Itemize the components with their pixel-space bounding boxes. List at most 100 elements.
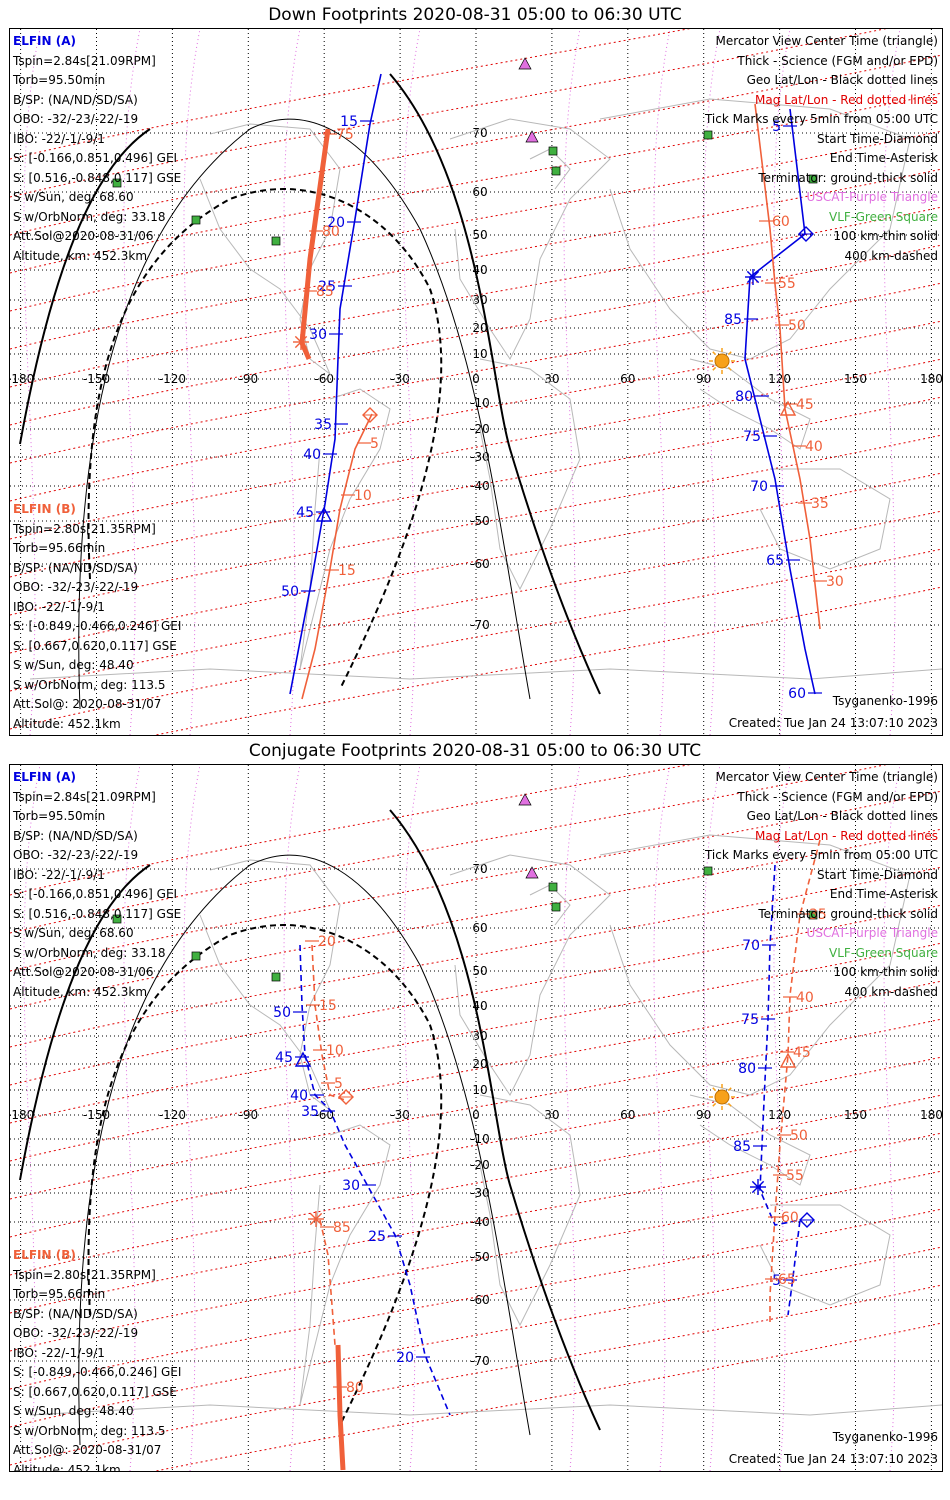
track-tick-label: 15 [319, 998, 337, 1014]
mag-meridian [653, 765, 671, 1471]
mag-parallel [10, 358, 942, 540]
legend-entry: Geo Lat/Lon - Black dotted lines [746, 809, 938, 823]
mag-meridian [283, 29, 301, 735]
legend-entry: Mercator View Center Time (triangle) [715, 34, 938, 48]
mag-meridian [563, 29, 581, 735]
info-line: IBO: -22/-1/-9/1 [13, 1345, 105, 1360]
vlf-square [271, 236, 281, 246]
track-tick-label: 5 [370, 436, 379, 452]
footprint-map: -180-150-120-90-60-300306090120150180706… [10, 29, 942, 735]
mag-meridian [773, 29, 791, 735]
mag-parallel [10, 29, 887, 198]
sun-ray [727, 1087, 732, 1092]
lon-tick-label: 0 [472, 1108, 480, 1122]
elfin-b-science-track [335, 1344, 346, 1471]
lon-tick-label: 120 [768, 1108, 791, 1122]
lat-tick-label: -70 [470, 618, 490, 632]
info-line: B/SP: (NA/ND/SD/SA) [13, 1306, 138, 1321]
track-tick-label: 35 [809, 907, 827, 923]
uscat-triangle [518, 57, 532, 70]
mag-meridian [403, 765, 421, 1471]
sun-disc [714, 353, 730, 369]
info-line: OBO: -32/-23/-22/-19 [13, 1326, 139, 1340]
track-tick-label: 55 [786, 1168, 804, 1184]
mag-parallel [10, 1170, 942, 1352]
track-tick-label: 80 [322, 224, 340, 240]
info-line: Att.Sol@2020-08-31/06 [13, 965, 154, 979]
lat-tick-label: 10 [472, 347, 487, 361]
coastline [599, 834, 911, 1096]
info-line: S w/OrbNorm, deg: 33.18 [13, 209, 166, 224]
lat-tick-label: -40 [470, 1215, 490, 1229]
vlf-square [112, 914, 122, 924]
elfin-a-track-east [759, 864, 801, 1316]
track-tick-label: 80 [738, 1061, 756, 1077]
info-line: S: [-0.166,0.851,0.496] GEI [13, 887, 178, 901]
vlf-square [548, 882, 558, 892]
legend-entry: VLF-Green Square [829, 209, 938, 224]
track-tick-label: 30 [342, 1178, 360, 1194]
start-diamond [338, 1089, 354, 1105]
center-time-triangle [779, 400, 797, 416]
track-tick-label: 10 [326, 1043, 344, 1059]
center-time-triangle [294, 1051, 312, 1067]
track-tick-label: 40 [805, 439, 823, 455]
legend-entry: Thick - Science (FGM and/or EPD) [737, 53, 938, 68]
track-tick-label: 10 [354, 488, 372, 504]
coastline [449, 118, 611, 360]
mag-meridian [123, 29, 141, 735]
elfin-a-info: ELFIN (A) Tspin=2.84s[21.09RPM] Torb=95.50… [13, 32, 181, 266]
lon-tick-label: 0 [472, 372, 480, 386]
mag-parallel [10, 54, 942, 236]
asterisk-stroke [309, 1212, 323, 1226]
info-line: B/SP: (NA/ND/SD/SA) [13, 828, 138, 843]
start-diamond [362, 407, 378, 423]
down-footprints-panel: -180-150-120-90-60-300306090120150180706… [9, 28, 943, 736]
track-tick-label: 25 [368, 1229, 386, 1245]
info-line: Att.Sol@: 2020-08-31/07 [13, 1443, 162, 1457]
lat-tick-label: -60 [470, 1293, 490, 1307]
lat-tick-label: 70 [472, 126, 487, 140]
info-line: Altitude: 452.1km [13, 1462, 121, 1472]
info-line: OBO: -32/-23/-22/-19 [13, 580, 139, 594]
model-name: Tsyganenko-1996 [832, 1430, 938, 1444]
info-line: S w/OrbNorm, deg: 33.18 [13, 945, 166, 960]
track-tick-label: 55 [778, 276, 796, 292]
sun-ray [712, 351, 717, 356]
track-tick-label: 45 [796, 397, 814, 413]
sun-icon [709, 348, 735, 374]
track-tick-label: 80 [735, 389, 753, 405]
mag-meridian [883, 765, 901, 1471]
mag-meridian [653, 29, 671, 735]
coastline [29, 1404, 942, 1416]
mag-meridian [403, 29, 421, 735]
mag-parallel [10, 1094, 942, 1276]
panel-title: Down Footprints 2020-08-31 05:00 to 06:3… [268, 5, 682, 25]
vlf-square [548, 146, 558, 156]
track-tick-label: 45 [793, 1045, 811, 1061]
end-asterisk [293, 334, 309, 350]
mag-parallel [153, 586, 942, 735]
track-tick-label: 75 [741, 1012, 759, 1028]
elfin-b-track-east [754, 103, 821, 630]
info-line: S: [-0.849,-0.466,0.246] GEI [13, 1365, 182, 1379]
track-tick-label: 20 [396, 1350, 414, 1366]
mag-parallel [10, 396, 942, 578]
vlf-square [271, 972, 281, 982]
info-line: Att.Sol@2020-08-31/06 [13, 229, 154, 243]
legend-entry: Tick Marks every 5min from 05:00 UTC [704, 112, 938, 126]
legend-entry: Mercator View Center Time (triangle) [715, 770, 938, 784]
legend-entry: Geo Lat/Lon - Black dotted lines [746, 73, 938, 87]
sun-ray [727, 1102, 732, 1107]
coastline [449, 854, 611, 1096]
mag-parallel [10, 1208, 942, 1390]
uscat-triangle [525, 130, 539, 143]
legend-entry: End Time-Asterisk [829, 151, 938, 165]
info-line: B/SP: (NA/ND/SD/SA) [13, 560, 138, 575]
track-tick-label: 50 [281, 584, 299, 600]
created-timestamp: Created: Tue Jan 24 13:07:10 2023 [728, 1452, 938, 1466]
elfin-b-track-west-2 [319, 1219, 336, 1346]
panel-title: Conjugate Footprints 2020-08-31 05:00 to… [248, 741, 702, 761]
lat-tick-label: 20 [472, 1057, 487, 1071]
track-tick-label: 75 [743, 429, 761, 445]
